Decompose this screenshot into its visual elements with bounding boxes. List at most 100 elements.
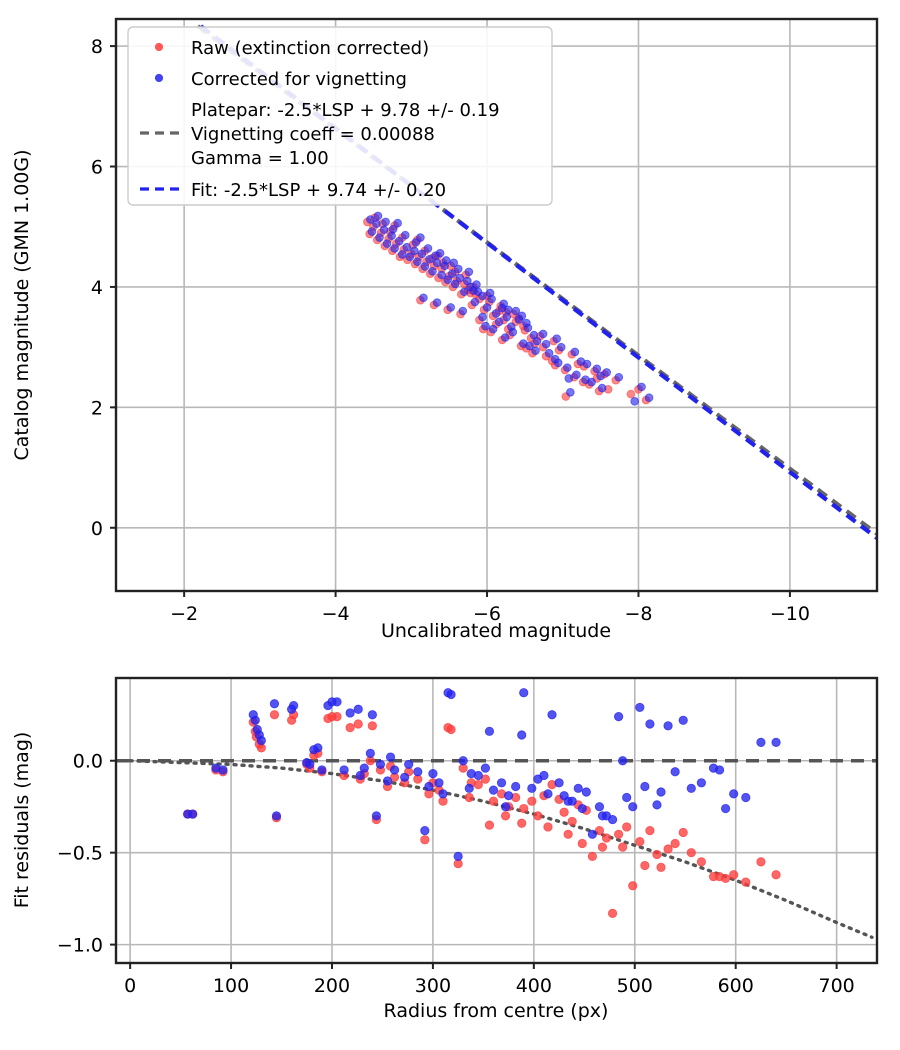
data-point bbox=[400, 230, 410, 240]
photometry-legend[interactable]: Raw (extinction corrected) Corrected for… bbox=[127, 26, 553, 206]
data-point bbox=[420, 262, 430, 271]
data-point bbox=[473, 780, 483, 790]
data-point bbox=[652, 800, 662, 810]
data-point bbox=[596, 371, 605, 381]
data-point bbox=[637, 382, 646, 392]
photometry-tick-labels: −2 −4 −6 −8 −10 0 2 4 6 8 bbox=[91, 36, 810, 625]
data-point bbox=[287, 715, 297, 725]
data-point bbox=[317, 765, 327, 775]
data-point bbox=[538, 329, 548, 339]
data-point bbox=[424, 781, 434, 792]
residuals-plot-area bbox=[116, 678, 877, 963]
data-point bbox=[313, 743, 323, 753]
legend-fit-label: Fit: -2.5*LSP + 9.74 +/- 0.20 bbox=[191, 180, 446, 201]
data-point bbox=[577, 838, 587, 849]
data-point bbox=[622, 822, 632, 832]
data-point bbox=[741, 877, 751, 887]
data-point bbox=[635, 702, 645, 713]
data-point bbox=[741, 792, 751, 803]
data-point bbox=[618, 756, 628, 766]
data-point bbox=[640, 860, 650, 871]
residuals-axes-frame bbox=[114, 676, 879, 965]
x-tick-label: 200 bbox=[314, 975, 350, 997]
residuals-y-axis-label: Fit residuals (mag) bbox=[11, 732, 33, 909]
data-point bbox=[686, 848, 696, 858]
data-point bbox=[484, 726, 495, 736]
data-point bbox=[389, 765, 400, 775]
data-point bbox=[771, 737, 781, 747]
data-point bbox=[517, 311, 527, 321]
data-point bbox=[678, 715, 688, 725]
x-tick-label: −2 bbox=[170, 603, 198, 625]
data-point bbox=[388, 224, 398, 234]
data-point bbox=[594, 802, 605, 812]
data-point bbox=[432, 298, 442, 307]
data-point bbox=[373, 211, 383, 221]
data-point bbox=[503, 305, 513, 315]
data-point bbox=[594, 826, 605, 836]
data-point bbox=[523, 323, 533, 333]
data-point bbox=[400, 772, 410, 782]
data-point bbox=[587, 851, 597, 861]
y-tick-label: 0 bbox=[91, 518, 103, 540]
data-point bbox=[420, 826, 430, 836]
photometry-y-axis-label: Catalog magnitude (GMN 1.00G) bbox=[11, 149, 33, 460]
x-tick-label: 500 bbox=[617, 975, 653, 997]
data-point bbox=[587, 829, 597, 839]
data-point bbox=[453, 264, 463, 274]
data-point bbox=[721, 803, 731, 814]
data-point bbox=[470, 297, 480, 307]
data-point bbox=[499, 299, 508, 309]
data-point bbox=[519, 803, 529, 814]
data-point bbox=[533, 811, 543, 821]
legend-platepar-line2: Vignetting coeff = 0.00088 bbox=[191, 124, 435, 145]
data-point bbox=[573, 783, 583, 793]
data-point bbox=[696, 778, 706, 788]
data-point bbox=[367, 710, 377, 720]
photometry-x-axis-label: Uncalibrated magnitude bbox=[381, 620, 611, 642]
photometry-gridlines bbox=[116, 19, 877, 591]
data-point bbox=[447, 269, 457, 278]
data-point bbox=[469, 286, 478, 295]
data-point bbox=[218, 765, 228, 775]
data-point bbox=[511, 781, 521, 792]
data-point bbox=[413, 767, 423, 777]
data-point bbox=[567, 816, 577, 827]
x-tick-label: −4 bbox=[322, 603, 350, 625]
data-point bbox=[394, 236, 404, 246]
data-point bbox=[382, 776, 393, 786]
data-point bbox=[417, 249, 427, 259]
data-point bbox=[375, 759, 386, 770]
data-point bbox=[502, 312, 512, 322]
data-point bbox=[597, 383, 607, 393]
residuals-corrected-points bbox=[183, 688, 781, 861]
photometry-fit-lines bbox=[196, 24, 879, 540]
data-point bbox=[458, 756, 468, 766]
legend-raw-label: Raw (extinction corrected) bbox=[191, 38, 429, 59]
data-point bbox=[443, 275, 452, 285]
data-point bbox=[696, 857, 706, 867]
data-point bbox=[458, 306, 468, 316]
data-point bbox=[531, 346, 540, 356]
data-point bbox=[756, 737, 766, 747]
data-point bbox=[464, 267, 474, 277]
data-point bbox=[402, 242, 412, 252]
data-point bbox=[382, 239, 392, 248]
data-point bbox=[729, 789, 739, 799]
y-tick-label: 0.0 bbox=[73, 751, 103, 773]
data-point bbox=[375, 233, 384, 242]
data-point bbox=[379, 225, 389, 235]
data-point bbox=[552, 334, 561, 344]
data-point bbox=[601, 833, 612, 843]
data-point bbox=[517, 818, 527, 828]
data-point bbox=[581, 787, 591, 797]
data-point bbox=[367, 721, 377, 731]
data-point bbox=[371, 811, 381, 821]
photometry-axes-frame bbox=[114, 17, 879, 593]
data-point bbox=[529, 330, 539, 340]
data-point bbox=[488, 796, 499, 806]
data-point bbox=[500, 802, 511, 812]
data-point bbox=[622, 792, 632, 803]
data-point bbox=[397, 250, 407, 259]
